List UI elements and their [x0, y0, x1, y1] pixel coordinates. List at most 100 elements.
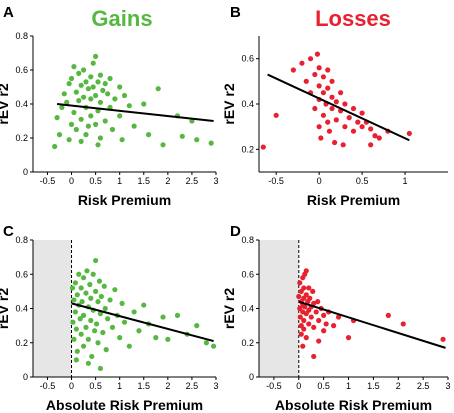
data-point — [311, 300, 317, 306]
data-point — [312, 71, 318, 78]
x-tick-label: 0 — [296, 381, 301, 391]
x-tick-label: 2.5 — [417, 381, 430, 391]
x-tick-label: -0.5 — [266, 381, 282, 391]
panel-letter: D — [230, 223, 241, 240]
y-tick-label: 0.2 — [241, 144, 254, 154]
data-point — [385, 312, 391, 318]
data-point — [83, 79, 89, 85]
data-point — [76, 70, 82, 76]
data-point — [76, 271, 82, 277]
regression-line — [71, 302, 214, 343]
data-point — [98, 293, 104, 300]
data-point — [298, 331, 304, 337]
data-point — [85, 123, 91, 129]
data-point — [329, 105, 335, 112]
y-tick-label: 0.6 — [15, 269, 28, 279]
x-tick-label: 0.5 — [356, 176, 369, 186]
data-point — [303, 335, 309, 341]
data-point — [102, 118, 108, 124]
data-point — [350, 128, 357, 134]
data-point — [103, 347, 109, 353]
data-point — [97, 365, 104, 372]
data-point — [88, 295, 94, 301]
data-point — [313, 309, 319, 315]
data-point — [90, 271, 96, 277]
data-point — [342, 101, 348, 107]
x-tick-label: 3 — [213, 381, 218, 391]
panel-d: 0 0.2 0.4 0.6 0.8 -0.5 0 0.5 1 1.5 2 2.5 3 Absolute R… — [221, 223, 451, 413]
data-point — [93, 257, 99, 264]
data-point — [78, 138, 84, 144]
data-point — [301, 326, 307, 332]
y-tick-label: 0.8 — [15, 31, 28, 41]
data-point — [300, 343, 306, 349]
data-point — [308, 314, 314, 320]
data-point — [83, 290, 89, 296]
x-tick-label: 1.5 — [138, 381, 151, 391]
y-axis-label: rEV r2 — [0, 83, 11, 124]
data-point — [85, 86, 91, 92]
y-axis-label: rEV r2 — [221, 83, 237, 124]
data-point — [100, 329, 106, 336]
panel-a: 0 0.2 0.4 0.6 0.8 -0.5 0 0.5 1 1.5 2 2.5 3 Risk Premi… — [0, 4, 219, 208]
data-point — [64, 99, 70, 105]
data-point — [296, 293, 302, 300]
data-point — [320, 90, 327, 96]
regression-line — [267, 73, 410, 142]
panel-c: 0 0.2 0.4 0.6 0.8 -0.5 0 0.5 1 1.5 2 2.5 3 Absolute R… — [0, 223, 219, 413]
data-point — [105, 91, 111, 97]
data-point — [342, 124, 348, 130]
data-point — [74, 348, 80, 354]
data-point — [95, 340, 101, 346]
data-point — [112, 287, 118, 293]
x-tick-label: 1 — [346, 381, 351, 391]
data-point — [66, 81, 72, 87]
data-point — [107, 297, 113, 303]
data-point — [56, 132, 63, 138]
data-point — [141, 302, 147, 308]
x-axis-label: Risk Premium — [78, 192, 171, 208]
data-point — [88, 317, 94, 324]
data-point — [69, 285, 76, 291]
data-point — [80, 343, 87, 349]
data-point — [208, 140, 214, 146]
data-point — [179, 133, 185, 139]
data-point — [316, 83, 322, 89]
regression-line — [56, 103, 214, 122]
data-point — [165, 336, 171, 342]
y-axis-label: rEV r2 — [0, 288, 11, 329]
y-tick-label: 0.8 — [241, 235, 254, 245]
x-tick-label: 2 — [165, 176, 170, 186]
data-point — [136, 328, 142, 334]
data-point — [310, 288, 316, 294]
data-point — [97, 135, 104, 141]
data-point — [376, 135, 382, 141]
data-point — [87, 281, 93, 288]
data-point — [307, 295, 313, 301]
data-point — [119, 137, 125, 143]
data-point — [303, 268, 309, 274]
data-point — [80, 94, 87, 100]
y-tick-label: 0.4 — [241, 99, 254, 109]
data-point — [297, 280, 303, 286]
data-point — [102, 81, 108, 87]
data-point — [323, 321, 329, 327]
data-point — [70, 319, 76, 325]
data-point — [117, 84, 123, 90]
data-point — [160, 314, 166, 320]
data-point — [321, 328, 327, 334]
y-tick-label: 0.6 — [241, 54, 254, 64]
data-point — [350, 105, 357, 112]
x-tick-label: 3 — [213, 176, 218, 186]
data-point — [85, 336, 91, 342]
data-point — [320, 74, 327, 80]
x-tick-label: 3 — [445, 381, 450, 391]
data-point — [121, 319, 128, 325]
y-tick-label: 0.2 — [15, 133, 28, 143]
data-point — [299, 60, 305, 66]
y-tick-label: 0 — [249, 372, 254, 382]
x-tick-label: 0 — [69, 381, 74, 391]
x-tick-label: 2.5 — [186, 176, 199, 186]
data-point — [318, 135, 324, 141]
x-tick-label: 1.5 — [367, 381, 380, 391]
